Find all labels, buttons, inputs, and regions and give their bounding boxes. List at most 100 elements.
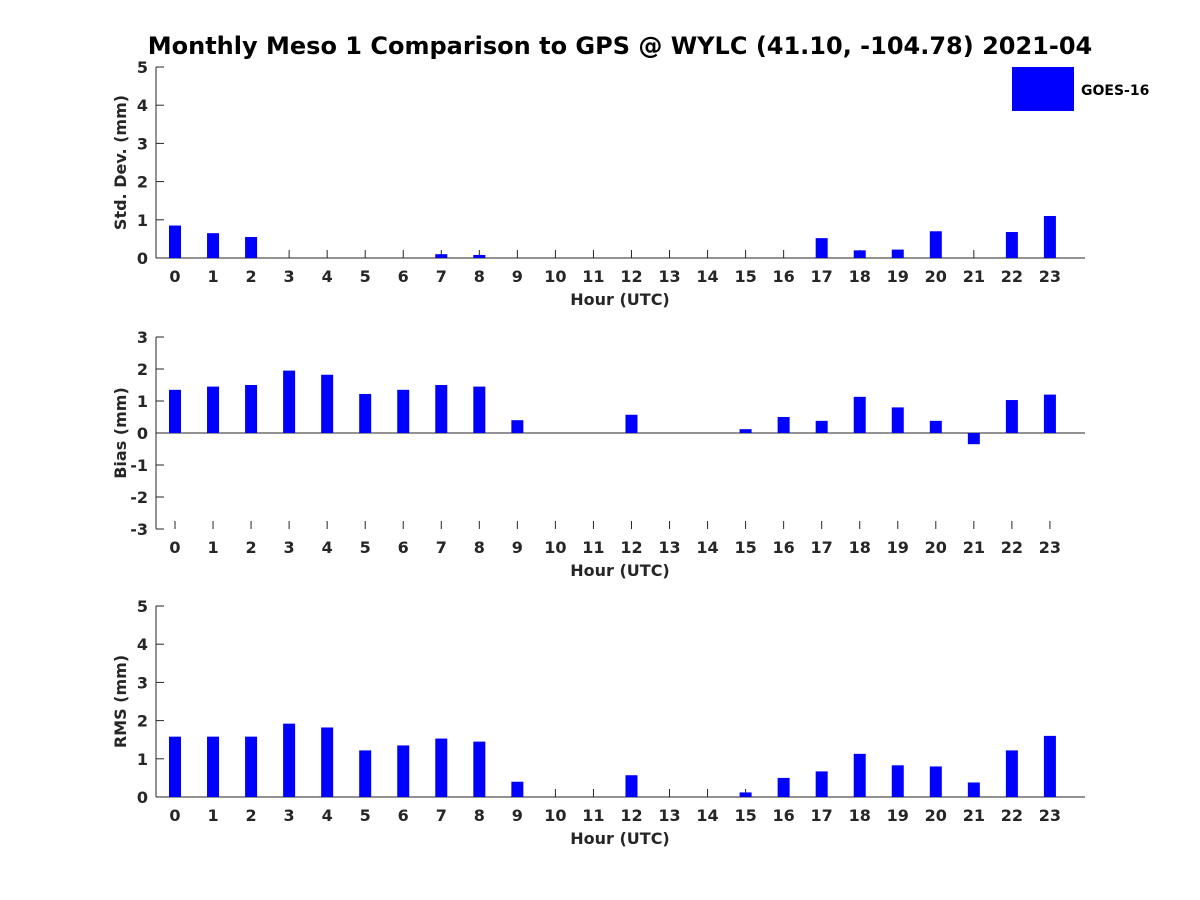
x-tick-label: 8	[474, 806, 485, 825]
bar-std-dev-hour-7	[435, 254, 448, 258]
x-tick-label: 20	[925, 538, 947, 557]
y-tick-label: 5	[137, 58, 148, 77]
x-tick-label: 1	[207, 806, 218, 825]
y-axis-label: Std. Dev. (mm)	[111, 95, 130, 230]
x-tick-label: 2	[246, 267, 257, 286]
x-tick-label: 18	[849, 806, 871, 825]
bar-bias-hour-2	[245, 385, 258, 433]
x-tick-label: 0	[169, 267, 180, 286]
x-tick-label: 21	[963, 806, 985, 825]
bar-rms-hour-6	[397, 745, 410, 797]
x-tick-label: 20	[925, 806, 947, 825]
bar-bias-hour-16	[777, 417, 790, 433]
x-tick-label: 9	[512, 267, 523, 286]
x-tick-label: 22	[1001, 538, 1023, 557]
y-tick-label: 3	[137, 134, 148, 153]
x-tick-label: 18	[849, 267, 871, 286]
y-tick-label: 0	[137, 424, 148, 443]
bar-bias-hour-17	[815, 420, 828, 433]
x-tick-label: 2	[246, 538, 257, 557]
x-tick-label: 4	[322, 806, 333, 825]
x-tick-label: 16	[773, 806, 795, 825]
x-tick-label: 7	[436, 538, 447, 557]
x-tick-label: 19	[887, 806, 909, 825]
bar-bias-hour-20	[929, 420, 942, 433]
y-tick-label: 0	[137, 788, 148, 807]
y-tick-label: 3	[137, 328, 148, 347]
y-tick-label: 4	[137, 635, 148, 654]
bar-bias-hour-3	[283, 370, 296, 433]
x-axis-label: Hour (UTC)	[570, 829, 670, 848]
bar-rms-hour-12	[625, 775, 638, 797]
bar-bias-hour-0	[169, 389, 181, 433]
bar-rms-hour-4	[321, 727, 334, 797]
bar-std-dev-hour-23	[1043, 215, 1056, 258]
y-tick-label: 4	[137, 96, 148, 115]
bar-std-dev-hour-1	[207, 233, 220, 258]
x-tick-label: 14	[696, 806, 718, 825]
x-tick-label: 6	[398, 806, 409, 825]
x-axis-label: Hour (UTC)	[570, 290, 670, 309]
x-tick-label: 4	[322, 538, 333, 557]
bar-bias-hour-15	[739, 429, 752, 433]
x-tick-label: 3	[284, 806, 295, 825]
x-tick-label: 17	[811, 806, 833, 825]
x-tick-label: 15	[734, 267, 756, 286]
x-tick-label: 12	[620, 538, 642, 557]
x-tick-label: 7	[436, 267, 447, 286]
bar-rms-hour-20	[929, 766, 942, 797]
x-tick-label: 11	[582, 806, 604, 825]
bar-bias-hour-18	[853, 396, 866, 433]
y-tick-label: 2	[137, 712, 148, 731]
x-tick-label: 23	[1039, 267, 1061, 286]
x-tick-label: 6	[398, 267, 409, 286]
bar-rms-hour-23	[1043, 735, 1056, 797]
x-tick-label: 13	[658, 806, 680, 825]
x-tick-label: 20	[925, 267, 947, 286]
bar-bias-hour-21	[967, 433, 980, 445]
x-tick-label: 5	[360, 806, 371, 825]
bar-rms-hour-0	[169, 736, 181, 797]
y-tick-label: -1	[130, 456, 148, 475]
x-tick-label: 23	[1039, 806, 1061, 825]
legend: GOES-16	[1012, 67, 1149, 111]
x-tick-label: 4	[322, 267, 333, 286]
x-tick-label: 14	[696, 267, 718, 286]
x-tick-label: 11	[582, 538, 604, 557]
x-tick-label: 16	[773, 538, 795, 557]
x-tick-label: 2	[246, 806, 257, 825]
x-tick-label: 22	[1001, 806, 1023, 825]
y-tick-label: 1	[137, 750, 148, 769]
bar-std-dev-hour-17	[815, 238, 828, 258]
bar-std-dev-hour-8	[473, 254, 486, 258]
x-tick-label: 22	[1001, 267, 1023, 286]
legend-swatch	[1012, 67, 1074, 111]
x-tick-label: 8	[474, 538, 485, 557]
x-tick-label: 1	[207, 538, 218, 557]
bar-rms-hour-18	[853, 753, 866, 797]
bar-std-dev-hour-0	[169, 225, 181, 258]
x-tick-label: 9	[512, 806, 523, 825]
y-tick-label: 2	[137, 360, 148, 379]
legend-label: GOES-16	[1081, 83, 1149, 99]
bar-rms-hour-2	[245, 736, 258, 797]
x-tick-label: 0	[169, 538, 180, 557]
bar-bias-hour-4	[321, 374, 334, 433]
x-tick-label: 19	[887, 538, 909, 557]
x-tick-label: 21	[963, 538, 985, 557]
x-tick-label: 10	[544, 267, 566, 286]
x-tick-label: 12	[620, 806, 642, 825]
x-tick-label: 21	[963, 267, 985, 286]
bar-rms-hour-19	[891, 765, 904, 797]
bar-bias-hour-5	[359, 393, 372, 433]
x-tick-label: 8	[474, 267, 485, 286]
bar-std-dev-hour-18	[853, 250, 866, 258]
bar-rms-hour-7	[435, 738, 448, 797]
x-tick-label: 9	[512, 538, 523, 557]
y-tick-label: -3	[130, 520, 148, 539]
x-tick-label: 15	[734, 806, 756, 825]
